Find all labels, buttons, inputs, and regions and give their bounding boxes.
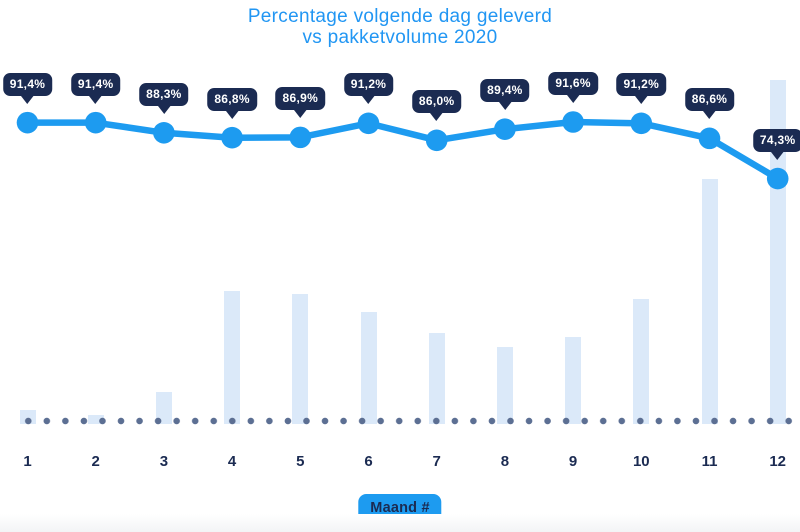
line-point-marker bbox=[562, 111, 584, 133]
value-badge: 89,4% bbox=[480, 79, 530, 103]
line-point-marker bbox=[16, 111, 39, 134]
volume-bar bbox=[769, 80, 786, 424]
chart-title-line2: vs pakketvolume 2020 bbox=[302, 27, 498, 48]
value-badge: 91,4% bbox=[70, 72, 121, 96]
x-axis-label: 5 bbox=[296, 453, 305, 470]
x-axis-label: 4 bbox=[227, 453, 237, 470]
x-axis-label: 2 bbox=[91, 453, 100, 470]
volume-bar bbox=[360, 312, 377, 424]
volume-bar bbox=[633, 299, 650, 424]
dotted-baseline bbox=[19, 417, 799, 425]
volume-bar bbox=[428, 333, 445, 424]
chart-title: Percentage volgende dag geleverd vs pakk… bbox=[0, 6, 800, 48]
chart-title-line1: Percentage volgende dag geleverd bbox=[247, 6, 553, 27]
value-badge: 86,0% bbox=[411, 90, 462, 114]
x-axis-label: 1 bbox=[23, 453, 32, 470]
x-axis-label: 8 bbox=[500, 453, 510, 470]
x-axis-label: 10 bbox=[632, 453, 650, 470]
line-point-marker bbox=[494, 118, 516, 140]
x-axis-label: 11 bbox=[701, 453, 718, 470]
volume-bar bbox=[224, 291, 241, 424]
line-point-marker bbox=[84, 111, 107, 134]
volume-bar bbox=[701, 179, 718, 424]
line-point-marker bbox=[425, 129, 448, 152]
line-point-marker bbox=[630, 112, 653, 135]
x-axis-label: 3 bbox=[159, 453, 169, 470]
x-axis-label: 6 bbox=[364, 453, 373, 470]
line-point-marker bbox=[357, 112, 380, 135]
x-axis-label: 9 bbox=[568, 453, 578, 470]
value-badge: 91,2% bbox=[343, 73, 394, 97]
value-badge: 91,4% bbox=[2, 72, 53, 96]
x-axis-label: 7 bbox=[432, 453, 441, 470]
line-point-marker bbox=[698, 127, 721, 150]
volume-bar bbox=[496, 347, 513, 424]
value-badge: 86,9% bbox=[275, 87, 326, 111]
volume-bar bbox=[292, 294, 309, 424]
value-badge: 88,3% bbox=[139, 82, 189, 106]
line-path bbox=[24, 118, 781, 182]
value-badge: 74,3% bbox=[752, 128, 800, 152]
value-badge: 91,2% bbox=[616, 73, 667, 97]
value-badge: 86,6% bbox=[684, 88, 735, 112]
value-badge: 91,6% bbox=[548, 72, 598, 95]
volume-bar bbox=[155, 392, 172, 424]
volume-bar bbox=[565, 337, 582, 424]
line-point-marker bbox=[221, 126, 243, 149]
x-axis-title-badge: Maand # bbox=[358, 494, 442, 522]
value-badge: 86,8% bbox=[207, 87, 257, 111]
x-axis-label: 12 bbox=[769, 453, 787, 470]
line-point-marker bbox=[289, 126, 312, 149]
line-point-marker bbox=[153, 121, 175, 144]
line-point-marker bbox=[766, 167, 789, 190]
